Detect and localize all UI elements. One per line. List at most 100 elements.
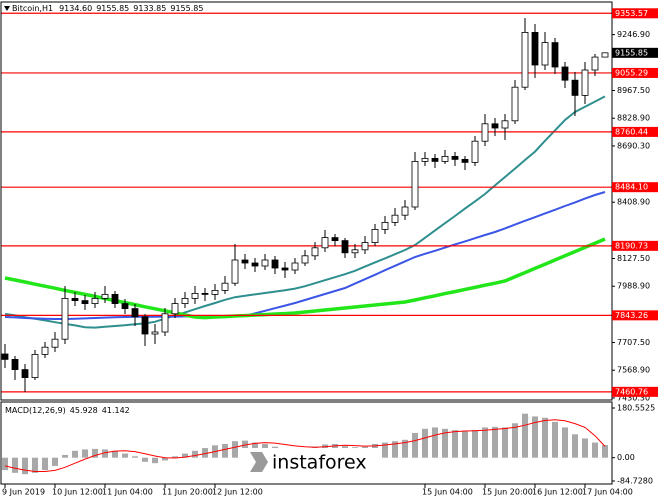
macd-bar: [42, 457, 48, 471]
macd-bar: [412, 432, 418, 458]
macd-bar: [542, 417, 548, 458]
macd-bar: [62, 454, 68, 458]
watermark-logo: [250, 452, 268, 472]
y-tick-label: 9246.90: [617, 30, 650, 39]
candle-body: [161, 313, 169, 333]
level-label: 7460.76: [615, 387, 648, 396]
macd-bar: [392, 441, 398, 458]
level-label: 9353.57: [615, 9, 648, 18]
y-tick-label: 8408.90: [617, 198, 650, 207]
y-tick-label: 7988.90: [617, 282, 650, 291]
macd-bar: [102, 449, 108, 458]
macd-bar: [402, 439, 408, 458]
macd-bar: [222, 443, 228, 458]
candle-body: [251, 262, 259, 267]
candle-body: [101, 293, 109, 299]
y-tick-label: 8690.30: [617, 141, 650, 150]
macd-bar: [422, 428, 428, 458]
macd-header: MACD(12,26,9) 45.928 41.142: [5, 406, 130, 415]
macd-value: 45.928: [70, 406, 98, 415]
macd-bar: [522, 413, 528, 458]
price-frame: [0, 1, 613, 401]
macd-bar: [202, 448, 208, 458]
macd-bar: [182, 453, 188, 458]
y-tick-label: 7707.50: [617, 338, 650, 347]
macd-bar: [462, 431, 468, 458]
candle-body: [241, 259, 249, 264]
macd-bar: [602, 445, 608, 458]
x-tick-label: 10 Jun 12:00: [52, 488, 103, 497]
macd-bar: [452, 430, 458, 458]
level-label-box: [612, 8, 658, 19]
candle-body: [141, 316, 149, 335]
x-tick-label: 15 Jun 04:00: [422, 488, 473, 497]
candle-body: [91, 297, 99, 304]
level-label-box: [612, 240, 658, 251]
candle-body: [331, 237, 339, 242]
candle-body: [551, 42, 559, 68]
candle-body: [341, 240, 349, 254]
level-label-box: [612, 67, 658, 78]
candle-body: [11, 358, 19, 370]
price-label: 9155.85: [615, 48, 648, 57]
macd-bar: [572, 434, 578, 458]
macd-bar: [152, 457, 158, 464]
symbol-header: Bitcoin,H1 9134.60 9155.85 9133.85 9155.85: [12, 4, 203, 13]
candle-body: [31, 353, 39, 378]
macd-bar: [122, 453, 128, 458]
level-label-box: [612, 126, 658, 137]
x-tick-label: 11 Jun 04:00: [102, 488, 153, 497]
x-tick-label: 16 Jun 12:00: [532, 488, 583, 497]
candle-body: [151, 331, 159, 335]
candle-body: [321, 237, 329, 249]
moving-average: [4, 95, 606, 329]
macd-bar: [472, 430, 478, 458]
watermark-text: instaforex: [272, 452, 367, 474]
macd-bar: [2, 457, 8, 471]
level-label: 8760.44: [615, 127, 648, 136]
macd-bar: [492, 426, 498, 458]
macd-bar: [232, 441, 238, 458]
y-tick-label: 180.5525: [617, 404, 655, 413]
candle-body: [421, 157, 429, 162]
candle-body: [461, 158, 469, 163]
candle-body: [571, 79, 579, 96]
candle-body: [221, 282, 229, 291]
candle-body: [471, 140, 479, 163]
candle-body: [211, 289, 219, 295]
ohlc-high: 9155.85: [96, 4, 129, 13]
candle-body: [511, 86, 519, 122]
level-label-box: [612, 310, 658, 321]
y-tick-label: 7430.30: [617, 393, 650, 402]
x-tick-label: 12 Jun 12:00: [212, 488, 263, 497]
macd-bar: [382, 442, 388, 458]
macd-bar: [442, 428, 448, 458]
y-tick-label: 0.00: [617, 453, 635, 462]
candle-body: [391, 214, 399, 223]
level-label: 8190.73: [615, 241, 648, 250]
candle-body: [381, 221, 389, 230]
candle-body: [121, 303, 129, 310]
macd-bar: [582, 438, 588, 458]
macd-frame: [0, 401, 613, 485]
candle-body: [561, 66, 569, 81]
candle-body: [581, 69, 589, 96]
x-tick-label: 15 Jun 20:00: [482, 488, 533, 497]
candle-body: [361, 242, 369, 251]
candle-body: [411, 160, 419, 208]
candle-body: [1, 353, 9, 360]
ohlc-open: 9134.60: [59, 4, 92, 13]
candle-body: [301, 255, 309, 264]
macd-title: MACD(12,26,9): [5, 406, 66, 415]
candle-body: [371, 228, 379, 243]
macd-bar: [512, 423, 518, 458]
candle-body: [21, 369, 29, 379]
candle-body: [41, 346, 49, 355]
x-tick-label: 11 Jun 20:00: [162, 488, 213, 497]
signal-line: [4, 419, 606, 472]
ohlc-close: 9155.85: [170, 4, 203, 13]
candle-body: [51, 338, 59, 348]
macd-bar: [562, 427, 568, 458]
macd-bar: [12, 457, 18, 473]
level-label-box: [612, 386, 658, 397]
